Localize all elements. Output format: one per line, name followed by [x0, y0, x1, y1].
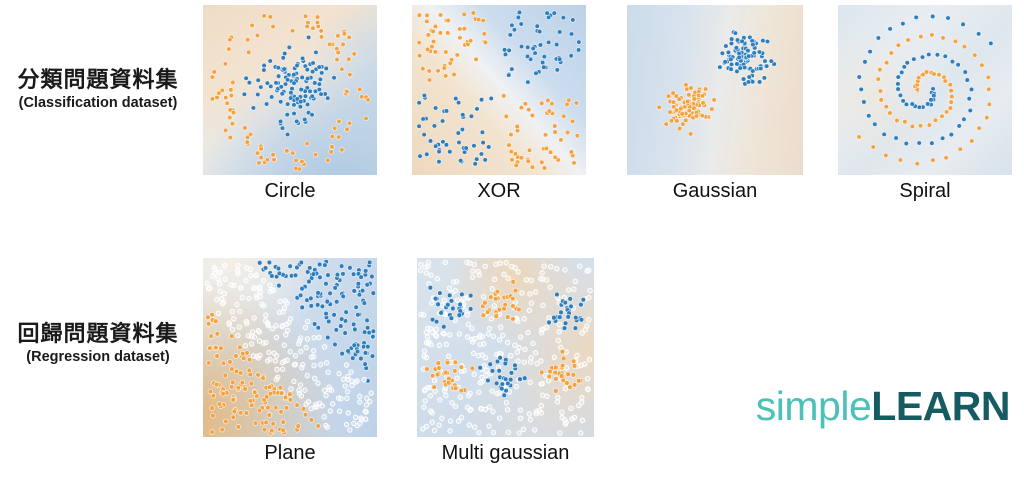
scatter-panel-multi-gaussian [417, 258, 594, 437]
scatter-gaussian-background [627, 5, 803, 175]
regression-section-label: 回歸問題資料集 (Regression dataset) [0, 320, 196, 366]
regression-title-en: (Regression dataset) [26, 348, 170, 365]
scatter-plane-background [203, 258, 377, 437]
scatter-xor-points [416, 9, 582, 171]
logo-learn-text: LEARN [871, 383, 1010, 429]
classification-section-label: 分類問題資料集 (Classification dataset) [0, 66, 196, 112]
classification-title-en: (Classification dataset) [18, 94, 178, 111]
scatter-panel-gaussian [627, 5, 803, 175]
scatter-multi-gaussian-background [417, 258, 594, 437]
regression-title-zh: 回歸問題資料集 [17, 321, 179, 346]
scatter-gaussian-points [656, 29, 777, 137]
scatter-panel-xor [412, 5, 586, 175]
caption-xor: XOR [477, 180, 521, 202]
simplelearn-logo: simpleLEARN [755, 383, 1011, 429]
scatter-panel-circle [203, 5, 377, 175]
scatter-panel-spiral [838, 5, 1012, 175]
caption-plane: Plane [264, 442, 316, 464]
caption-gaussian: Gaussian [672, 180, 758, 202]
scatter-spiral-background [838, 5, 1012, 175]
caption-circle: Circle [264, 180, 316, 202]
caption-multi-gaussian: Multi gaussian [441, 442, 570, 464]
classification-title-zh: 分類問題資料集 [17, 67, 179, 92]
scatter-spiral-points [856, 13, 994, 167]
scatter-multi-gaussian-points [417, 259, 593, 436]
scatter-circle-points [209, 13, 371, 172]
caption-spiral: Spiral [899, 180, 951, 202]
logo-simple-text: simple [755, 383, 872, 429]
scatter-plane-points [204, 258, 377, 436]
scatter-panel-plane [203, 258, 377, 437]
